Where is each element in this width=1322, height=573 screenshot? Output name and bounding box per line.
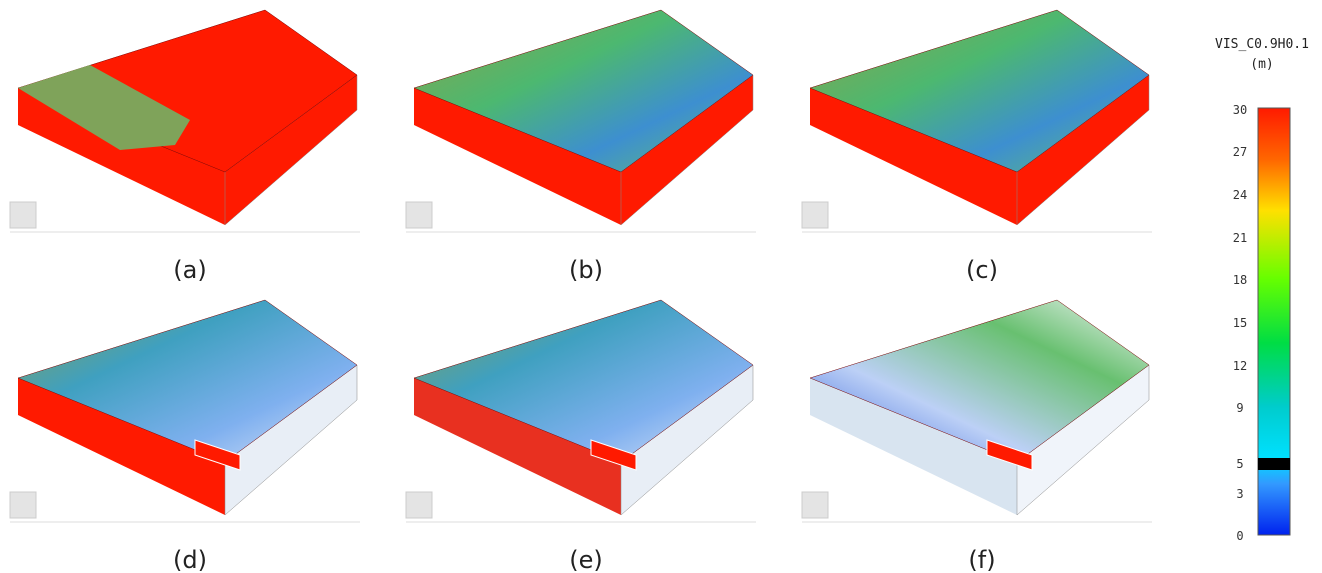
colorbar-tick-label: 9 bbox=[1236, 401, 1243, 415]
box-top bbox=[809, 299, 1150, 463]
view-icon bbox=[9, 201, 37, 229]
colorbar-band bbox=[1258, 458, 1290, 470]
box-top bbox=[413, 299, 754, 463]
panel-label: (b) bbox=[569, 256, 603, 284]
colorbar-tick-label: 0 bbox=[1236, 529, 1243, 543]
colorbar-title: VIS_C0.9H0.1 bbox=[1215, 37, 1309, 52]
hot-zone bbox=[194, 439, 241, 471]
box-front bbox=[810, 378, 1017, 515]
colorbar-tick-label: 5 bbox=[1236, 457, 1243, 471]
view-icon bbox=[405, 201, 433, 229]
hot-zone bbox=[590, 439, 637, 471]
box-front bbox=[414, 88, 621, 225]
panel-label: (e) bbox=[569, 546, 603, 573]
box-front bbox=[810, 88, 1017, 225]
box-front bbox=[414, 378, 621, 515]
panel: (f) bbox=[801, 299, 1152, 573]
panel: (e) bbox=[405, 299, 756, 573]
colorbar-tick-label: 27 bbox=[1233, 145, 1247, 159]
view-icon bbox=[801, 491, 829, 519]
panel: (d) bbox=[9, 299, 360, 573]
colorbar-tick-label: 3 bbox=[1236, 487, 1243, 501]
box-front bbox=[18, 378, 225, 515]
colorbar-unit: (m) bbox=[1250, 57, 1273, 72]
box-top bbox=[809, 9, 1150, 173]
smoke-region bbox=[18, 65, 190, 150]
colorbar-tick-label: 12 bbox=[1233, 359, 1247, 373]
panel: (b) bbox=[405, 9, 756, 284]
view-icon bbox=[9, 491, 37, 519]
panel-label: (c) bbox=[966, 256, 998, 284]
view-icon bbox=[405, 491, 433, 519]
panel-label: (a) bbox=[173, 256, 206, 284]
panel-label: (f) bbox=[968, 546, 995, 573]
box-front bbox=[18, 88, 225, 225]
colorbar-tick-label: 30 bbox=[1233, 103, 1247, 117]
panel: (c) bbox=[801, 9, 1152, 284]
panel-label: (d) bbox=[173, 546, 207, 573]
colorbar-tick-label: 24 bbox=[1233, 188, 1247, 202]
colorbar-tick-label: 21 bbox=[1233, 231, 1247, 245]
box-top bbox=[17, 299, 358, 463]
panel: (a) bbox=[9, 9, 360, 284]
view-icon bbox=[801, 201, 829, 229]
hot-zone bbox=[986, 439, 1033, 471]
box-top bbox=[413, 9, 754, 173]
colorbar bbox=[1257, 107, 1291, 536]
colorbar-tick-label: 15 bbox=[1233, 316, 1247, 330]
colorbar-tick-label: 18 bbox=[1233, 273, 1247, 287]
